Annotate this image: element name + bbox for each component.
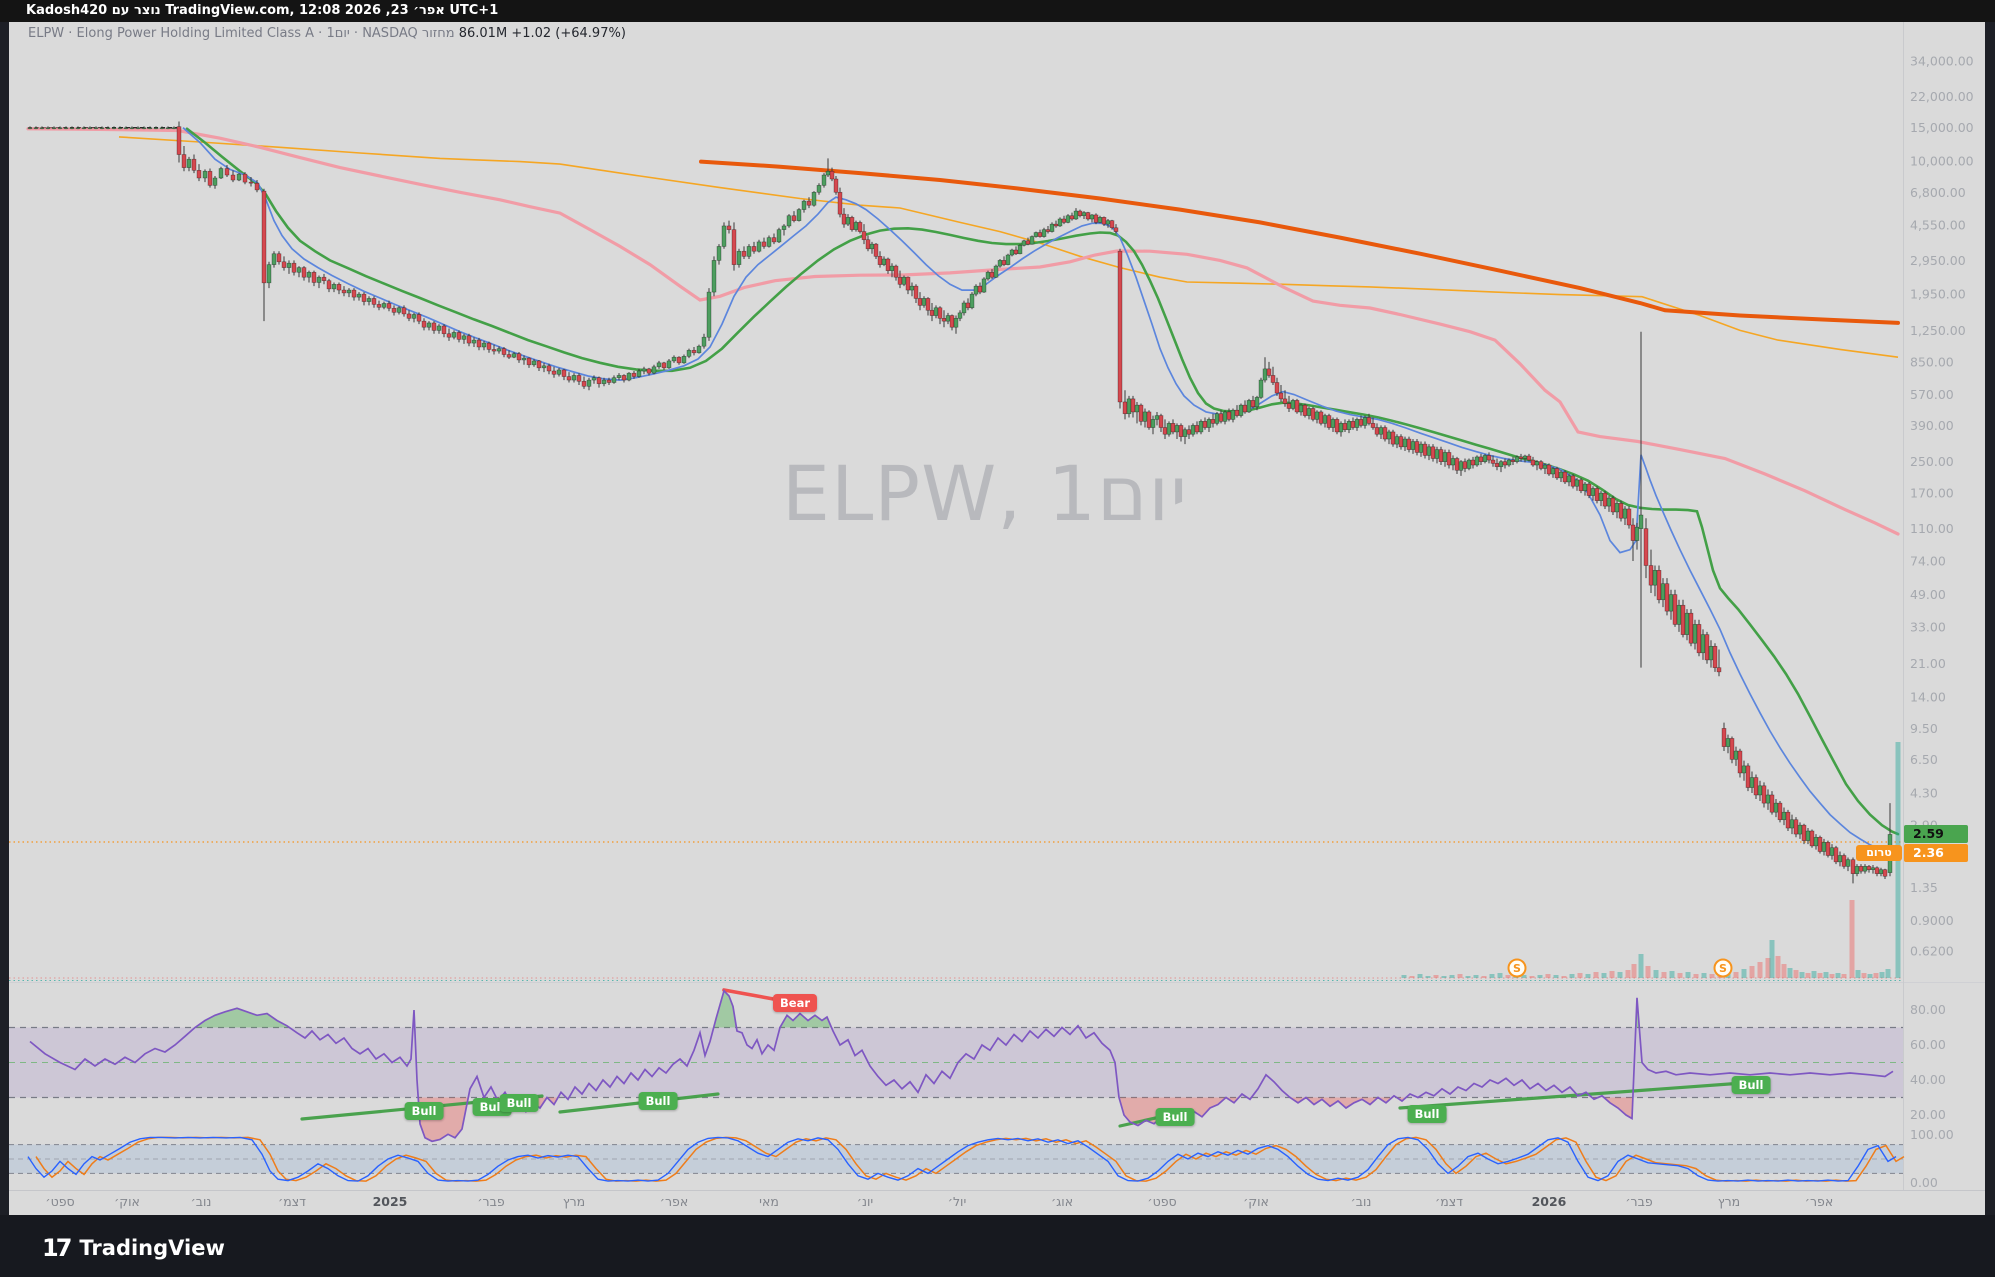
price-axis-label[interactable]: 1,250.00 [1910,323,1966,338]
time-axis-label[interactable]: מרץ [563,1194,585,1209]
tradingview-logo[interactable]: 17 TradingView [42,1234,225,1262]
premarket-price-badge[interactable]: 2.36 [1904,844,1968,862]
price-axis-label[interactable]: 390.00 [1910,418,1954,433]
premarket-tag: טרום [1856,845,1902,861]
time-axis-label[interactable]: יונ׳ [857,1194,873,1209]
rsi-axis-label[interactable]: 40.00 [1910,1072,1946,1087]
time-axis-label[interactable]: ספט׳ [45,1194,74,1209]
chart-canvas[interactable]: S S 34,000.00 22,000.00 15,000.00 10,000.00 6,… [0,0,1995,1215]
rsi-axis-label[interactable]: 80.00 [1910,1002,1946,1017]
price-axis-label[interactable]: 34,000.00 [1910,54,1974,69]
bear-signal-badge[interactable]: Bear [773,994,817,1012]
rsi-axis-label[interactable]: 60.00 [1910,1037,1946,1052]
footer-bar: 17 TradingView [0,1215,1995,1277]
price-axis-label[interactable]: 74.00 [1910,553,1946,568]
stoch-axis-label[interactable]: 0.00 [1910,1175,1938,1190]
time-axis-label[interactable]: דצמ׳ [1435,1194,1463,1209]
time-axis-label[interactable]: מרץ [1718,1194,1740,1209]
svg-text:S: S [1719,962,1727,975]
price-axis-label[interactable]: 21.00 [1910,656,1946,671]
bull-signal-badge[interactable]: Bull [499,1094,539,1112]
price-axis-label[interactable]: 250.00 [1910,454,1954,469]
price-axis-label[interactable]: 170.00 [1910,486,1954,501]
price-axis-label[interactable]: 4,550.00 [1910,218,1966,233]
time-axis-label[interactable]: נוב׳ [191,1194,212,1209]
price-axis-label[interactable]: 14.00 [1910,689,1946,704]
time-axis-label[interactable]: נוב׳ [1351,1194,1372,1209]
symbol-legend[interactable]: ELPW · Elong Power Holding Limited Class… [28,26,626,41]
price-axis-label[interactable]: 10,000.00 [1910,153,1974,168]
price-axis-label[interactable]: 6,800.00 [1910,185,1966,200]
stoch-axis-label[interactable]: 100.00 [1910,1127,1954,1142]
time-axis-label[interactable]: פבר׳ [477,1194,504,1209]
rsi-axis-label[interactable]: 20.00 [1910,1107,1946,1122]
last-price-badge[interactable]: 2.59 [1904,825,1968,843]
time-axis-label[interactable]: מאי [759,1194,779,1209]
time-axis-label[interactable]: 2025 [373,1194,408,1209]
price-axis-label[interactable]: 22,000.00 [1910,89,1974,104]
time-axis-label[interactable]: דצמ׳ [278,1194,306,1209]
chart-watermark: ELPW, 1יום [781,449,1189,539]
window-title-bar: Kadosh420 עם נוצר TradingView.com, 12:08… [0,0,1995,22]
time-axis-label[interactable]: פבר׳ [1625,1194,1652,1209]
candles [27,121,1893,884]
price-axis-label[interactable]: 1,950.00 [1910,287,1966,302]
price-axis-label[interactable]: 33.00 [1910,619,1946,634]
bull-signal-badge[interactable]: Bull [638,1092,678,1110]
time-axis-label[interactable]: אוק׳ [114,1194,140,1209]
bull-signal-badge[interactable]: Bull [404,1102,444,1120]
bull-signal-badge[interactable]: Bull [1155,1108,1195,1126]
svg-text:S: S [1513,962,1521,975]
price-axis-label[interactable]: 570.00 [1910,387,1954,402]
bull-signal-badge[interactable]: Bull [1407,1105,1447,1123]
price-axis-label[interactable]: 6.50 [1910,752,1938,767]
price-axis-label[interactable]: 110.00 [1910,521,1954,536]
price-axis-label[interactable]: 49.00 [1910,587,1946,602]
time-axis-label[interactable]: ספט׳ [1147,1194,1176,1209]
price-axis-label[interactable]: 4.30 [1910,786,1938,801]
price-axis-label[interactable]: 1.35 [1910,880,1938,895]
time-axis-label[interactable]: אוג׳ [1051,1194,1073,1209]
time-axis-label[interactable]: אפר׳ [660,1194,688,1209]
price-axis-label[interactable]: 850.00 [1910,354,1954,369]
split-marker[interactable]: S [1507,958,1527,978]
price-axis-label[interactable]: 9.50 [1910,721,1938,736]
bull-signal-badge[interactable]: Bull [1731,1076,1771,1094]
tradingview-logo-icon: 17 [42,1234,72,1262]
split-marker[interactable]: S [1713,958,1733,978]
time-axis-label[interactable]: אוק׳ [1243,1194,1269,1209]
time-axis-label[interactable]: יול׳ [948,1194,967,1209]
price-axis-label[interactable]: 0.6200 [1910,944,1954,959]
price-axis-label[interactable]: 15,000.00 [1910,120,1974,135]
right-edge-strip [1985,22,1995,1215]
time-axis-label[interactable]: 2026 [1532,1194,1567,1209]
left-edge-strip [0,22,9,1215]
tradingview-brand-text: TradingView [79,1236,225,1260]
price-axis-label[interactable]: 0.9000 [1910,913,1954,928]
time-axis-label[interactable]: אפר׳ [1805,1194,1833,1209]
price-axis-label[interactable]: 2,950.00 [1910,253,1966,268]
